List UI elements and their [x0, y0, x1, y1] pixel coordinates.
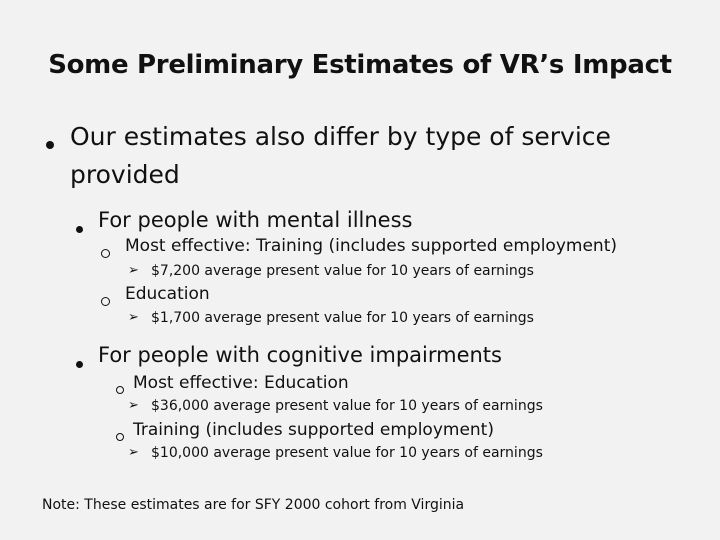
slide-title: Some Preliminary Estimates of VR’s Impac… — [48, 50, 672, 80]
arrow-bullet-icon: ➢ — [128, 310, 139, 325]
cognitive-item-training: Training (includes supported employment) — [133, 420, 494, 440]
footnote: Note: These estimates are for SFY 2000 c… — [42, 497, 465, 513]
arrow-bullet-icon: ➢ — [128, 445, 139, 460]
arrow-bullet-icon: ➢ — [128, 398, 139, 413]
mental-item-education-detail: $1,700 average present value for 10 year… — [151, 310, 534, 326]
circle-bullet-icon — [116, 426, 124, 445]
bullet-dot-icon — [76, 218, 83, 237]
circle-bullet-icon — [101, 291, 110, 310]
main-bullet-line-1: Our estimates also differ by type of ser… — [70, 122, 611, 151]
bullet-dot-icon — [76, 353, 83, 372]
mental-item-training-detail: $7,200 average present value for 10 year… — [151, 263, 534, 279]
mental-illness-heading: For people with mental illness — [98, 208, 413, 232]
circle-bullet-icon — [101, 243, 110, 262]
bullet-dot-icon — [46, 134, 54, 153]
cognitive-heading: For people with cognitive impairments — [98, 343, 502, 367]
main-bullet-line-2: provided — [70, 160, 180, 189]
mental-item-training: Most effective: Training (includes suppo… — [125, 236, 617, 256]
cognitive-item-education: Most effective: Education — [133, 373, 349, 393]
mental-item-education: Education — [125, 284, 210, 304]
circle-bullet-icon — [116, 379, 124, 398]
cognitive-item-education-detail: $36,000 average present value for 10 yea… — [151, 398, 543, 414]
arrow-bullet-icon: ➢ — [128, 263, 139, 278]
cognitive-item-training-detail: $10,000 average present value for 10 yea… — [151, 445, 543, 461]
